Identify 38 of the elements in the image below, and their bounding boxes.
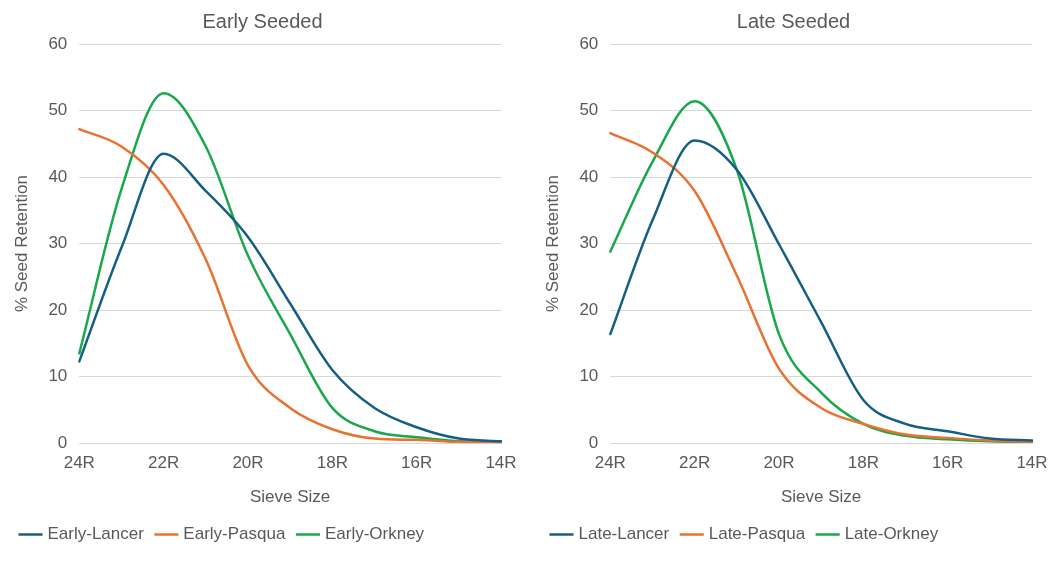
x-tick-label: 22R xyxy=(679,453,711,473)
legend-label: Early-Lancer xyxy=(47,524,145,544)
y-tick-label: 40 xyxy=(48,166,68,186)
legend-label: Late-Orkney xyxy=(844,524,939,544)
y-tick-label: 30 xyxy=(579,233,599,253)
x-tick-label: 14R xyxy=(1016,453,1048,473)
y-tick-label: 60 xyxy=(48,33,68,53)
chart-title: Late Seeded xyxy=(736,9,851,32)
y-tick-label: 10 xyxy=(48,366,68,386)
y-tick-label: 0 xyxy=(588,432,599,452)
x-tick-label: 18R xyxy=(316,453,348,473)
x-tick-label: 22R xyxy=(148,453,180,473)
y-tick-label: 20 xyxy=(48,299,68,319)
chart-title: Early Seeded xyxy=(202,9,323,32)
y-tick-label: 40 xyxy=(579,166,599,186)
x-tick-label: 18R xyxy=(847,453,879,473)
x-tick-label: 20R xyxy=(763,453,795,473)
legend-label: Early-Orkney xyxy=(324,524,425,544)
y-tick-label: 20 xyxy=(579,299,599,319)
y-tick-label: 50 xyxy=(48,100,68,120)
y-axis-title: % Seed Retention xyxy=(542,175,562,313)
y-tick-label: 50 xyxy=(579,100,599,120)
y-axis-title: % Seed Retention xyxy=(11,175,31,313)
y-tick-label: 60 xyxy=(579,33,599,53)
x-tick-label: 14R xyxy=(485,453,517,473)
x-tick-label: 24R xyxy=(594,453,626,473)
x-tick-label: 16R xyxy=(932,453,964,473)
x-axis-title: Sieve Size xyxy=(249,487,331,507)
x-tick-label: 20R xyxy=(232,453,264,473)
x-axis-title: Sieve Size xyxy=(780,487,862,507)
legend-label: Late-Lancer xyxy=(578,524,670,544)
y-tick-label: 10 xyxy=(579,366,599,386)
legend-label: Early-Pasqua xyxy=(183,524,286,544)
y-tick-label: 0 xyxy=(57,432,68,452)
y-tick-label: 30 xyxy=(48,233,68,253)
x-tick-label: 16R xyxy=(401,453,433,473)
x-tick-label: 24R xyxy=(63,453,95,473)
legend-label: Late-Pasqua xyxy=(708,524,806,544)
